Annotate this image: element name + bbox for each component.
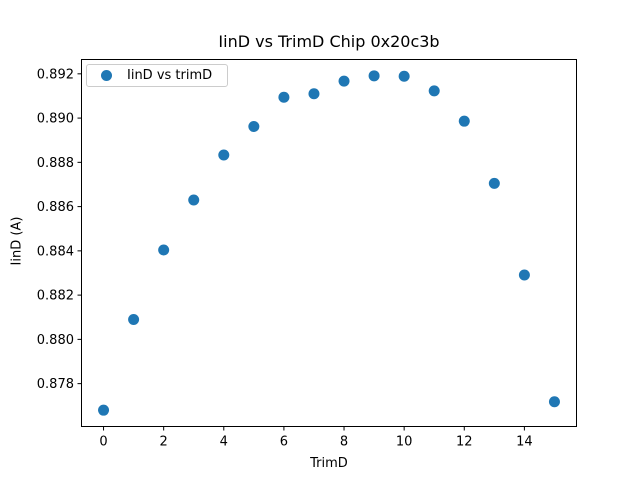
y-tick-label: 0.882 — [37, 289, 74, 304]
x-tick-label: 12 — [456, 435, 473, 450]
data-point — [278, 91, 290, 103]
legend: IinD vs trimD — [86, 64, 228, 87]
data-point — [158, 244, 170, 256]
x-tick-label: 14 — [516, 435, 533, 450]
data-point — [458, 115, 470, 127]
data-point — [398, 70, 410, 82]
y-axis-label: IinD (A) — [9, 216, 25, 266]
data-point — [368, 70, 380, 82]
x-tick-label: 4 — [220, 435, 228, 450]
y-tick-label: 0.888 — [37, 156, 74, 171]
plot-area-border — [81, 59, 577, 427]
chart-title: IinD vs TrimD Chip 0x20c3b — [218, 32, 440, 51]
y-tick-label: 0.884 — [37, 244, 74, 259]
data-point — [548, 396, 560, 408]
data-point — [248, 120, 260, 132]
data-point — [488, 177, 500, 189]
data-point — [308, 88, 320, 100]
data-point — [98, 404, 110, 416]
y-tick-label: 0.880 — [37, 333, 74, 348]
y-tick-label: 0.878 — [37, 377, 74, 392]
x-tick-label: 2 — [160, 435, 168, 450]
data-point — [218, 149, 230, 161]
data-point — [338, 75, 350, 87]
x-tick-label: 6 — [280, 435, 288, 450]
x-axis-label: TrimD — [310, 456, 348, 471]
x-tick-label: 10 — [396, 435, 413, 450]
legend-marker-icon — [101, 70, 112, 81]
x-tick-label: 8 — [340, 435, 348, 450]
data-point — [128, 313, 140, 325]
data-point — [188, 194, 200, 206]
x-tick-label: 0 — [99, 435, 107, 450]
legend-label: IinD vs trimD — [127, 68, 213, 83]
y-tick-label: 0.886 — [37, 200, 74, 215]
y-tick-label: 0.892 — [37, 67, 74, 82]
y-tick-label: 0.890 — [37, 112, 74, 127]
data-point — [518, 269, 530, 281]
data-point — [428, 85, 440, 97]
